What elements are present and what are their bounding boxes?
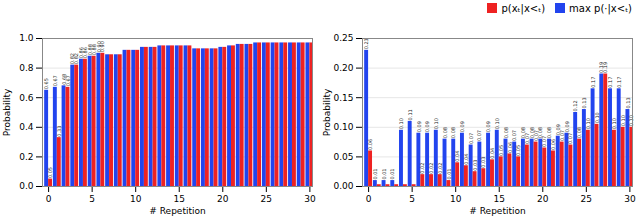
svg-text:0.25: 0.25: [333, 33, 353, 43]
svg-text:0.90: 0.90: [99, 41, 106, 53]
svg-text:0.4: 0.4: [19, 122, 34, 132]
svg-text:10: 10: [450, 194, 462, 204]
svg-text:0.06: 0.06: [367, 139, 373, 150]
svg-text:0.07: 0.07: [541, 135, 548, 147]
svg-text:0.8: 0.8: [19, 63, 34, 73]
svg-text:0: 0: [366, 194, 372, 204]
svg-text:10: 10: [130, 194, 142, 204]
svg-text:0.10: 0.10: [398, 118, 404, 129]
svg-text:0.05: 0.05: [498, 145, 504, 156]
svg-text:0.15: 0.15: [333, 93, 353, 103]
svg-text:0.05: 0.05: [47, 167, 53, 178]
svg-text:0.10: 0.10: [620, 115, 626, 126]
svg-text:0.08: 0.08: [503, 127, 509, 138]
html-text:max p(·|x<ₜ): max p(·|x<ₜ): [569, 2, 632, 14]
svg-text:0.03: 0.03: [480, 157, 486, 168]
svg-text:0.17: 0.17: [616, 77, 622, 88]
svg-text:0.00: 0.00: [333, 181, 353, 191]
svg-text:0.01: 0.01: [389, 168, 395, 179]
svg-text:0.10: 0.10: [611, 118, 617, 129]
svg-text:0.65: 0.65: [43, 78, 49, 89]
svg-text:0.04: 0.04: [454, 151, 460, 162]
svg-text:0.13: 0.13: [625, 97, 631, 108]
svg-text:0.67: 0.67: [64, 75, 71, 87]
svg-text:25: 25: [261, 194, 272, 204]
svg-text:20: 20: [537, 194, 549, 204]
svg-text:0.10: 0.10: [594, 112, 600, 123]
svg-text:0.06: 0.06: [507, 142, 513, 153]
svg-text:Probability: Probability: [322, 88, 332, 136]
svg-text:0.08: 0.08: [529, 127, 535, 138]
svg-text:0.11: 0.11: [407, 109, 413, 120]
svg-text:0.10: 0.10: [433, 118, 439, 129]
svg-text:0.07: 0.07: [511, 130, 517, 141]
html-text:p(xₜ|x<ₜ): p(xₜ|x<ₜ): [501, 2, 546, 14]
svg-text:15: 15: [174, 194, 185, 204]
svg-text:0.08: 0.08: [450, 127, 456, 138]
svg-text:0.02: 0.02: [419, 163, 425, 174]
svg-text:0.09: 0.09: [459, 121, 465, 132]
svg-text:0.88: 0.88: [87, 44, 93, 55]
svg-text:0.82: 0.82: [69, 53, 75, 64]
svg-text:0.08: 0.08: [520, 127, 526, 138]
svg-text:0.68: 0.68: [61, 74, 67, 85]
svg-text:0.07: 0.07: [476, 130, 482, 141]
svg-text:0.07: 0.07: [468, 133, 474, 144]
svg-text:20: 20: [217, 194, 229, 204]
svg-text:0.0: 0.0: [19, 181, 34, 191]
svg-text:0.08: 0.08: [442, 127, 448, 138]
svg-text:# Repetition: # Repetition: [149, 206, 205, 216]
svg-text:0.19: 0.19: [602, 61, 609, 73]
svg-text:0.90: 0.90: [95, 41, 101, 52]
svg-text:0.01: 0.01: [381, 168, 387, 179]
svg-text:0.08: 0.08: [537, 127, 543, 138]
svg-text:0.09: 0.09: [485, 121, 491, 132]
svg-text:0.09: 0.09: [564, 121, 570, 132]
svg-text:0.10: 0.10: [628, 115, 634, 126]
svg-text:0.09: 0.09: [424, 121, 430, 132]
svg-text:0.02: 0.02: [428, 163, 434, 174]
svg-text:0.01: 0.01: [372, 168, 378, 179]
svg-text:0.23: 0.23: [363, 38, 369, 49]
svg-text:0.04: 0.04: [489, 148, 495, 159]
svg-text:0.6: 0.6: [19, 93, 34, 103]
svg-text:0.09: 0.09: [415, 121, 421, 132]
svg-text:0.05: 0.05: [515, 145, 521, 156]
svg-text:0.86: 0.86: [78, 47, 84, 58]
svg-text:0.08: 0.08: [546, 127, 552, 138]
svg-text:0.07: 0.07: [567, 133, 573, 144]
svg-text:30: 30: [304, 194, 316, 204]
svg-text:5: 5: [89, 194, 95, 204]
svg-text:0.10: 0.10: [494, 118, 500, 129]
svg-text:# Repetition: # Repetition: [469, 206, 525, 216]
svg-text:Probability: Probability: [2, 88, 12, 136]
svg-text:0.03: 0.03: [472, 160, 478, 171]
svg-text:1.0: 1.0: [19, 33, 34, 43]
svg-text:0.17: 0.17: [607, 77, 613, 88]
svg-text:0.06: 0.06: [550, 139, 556, 150]
svg-text:0.20: 0.20: [333, 63, 353, 73]
svg-text:5: 5: [409, 194, 415, 204]
svg-text:0.10: 0.10: [585, 118, 591, 129]
svg-text:0.09: 0.09: [555, 124, 561, 135]
svg-text:0.13: 0.13: [581, 97, 587, 108]
svg-text:25: 25: [581, 194, 592, 204]
svg-text:0.04: 0.04: [463, 154, 469, 165]
svg-text:0.12: 0.12: [572, 100, 578, 111]
svg-text:0: 0: [46, 194, 52, 204]
svg-text:30: 30: [624, 194, 636, 204]
svg-text:0.19: 0.19: [598, 62, 604, 73]
svg-text:15: 15: [494, 194, 505, 204]
svg-text:0.10: 0.10: [333, 122, 353, 132]
svg-text:0.33: 0.33: [56, 126, 62, 137]
svg-text:0.08: 0.08: [576, 127, 582, 138]
svg-text:0.02: 0.02: [437, 163, 443, 174]
svg-text:0.67: 0.67: [52, 75, 58, 86]
svg-text:0.17: 0.17: [590, 77, 596, 88]
svg-text:0.2: 0.2: [19, 152, 33, 162]
svg-text:0.05: 0.05: [333, 152, 353, 162]
svg-text:0.07: 0.07: [558, 130, 565, 142]
svg-text:0.01: 0.01: [446, 168, 452, 179]
